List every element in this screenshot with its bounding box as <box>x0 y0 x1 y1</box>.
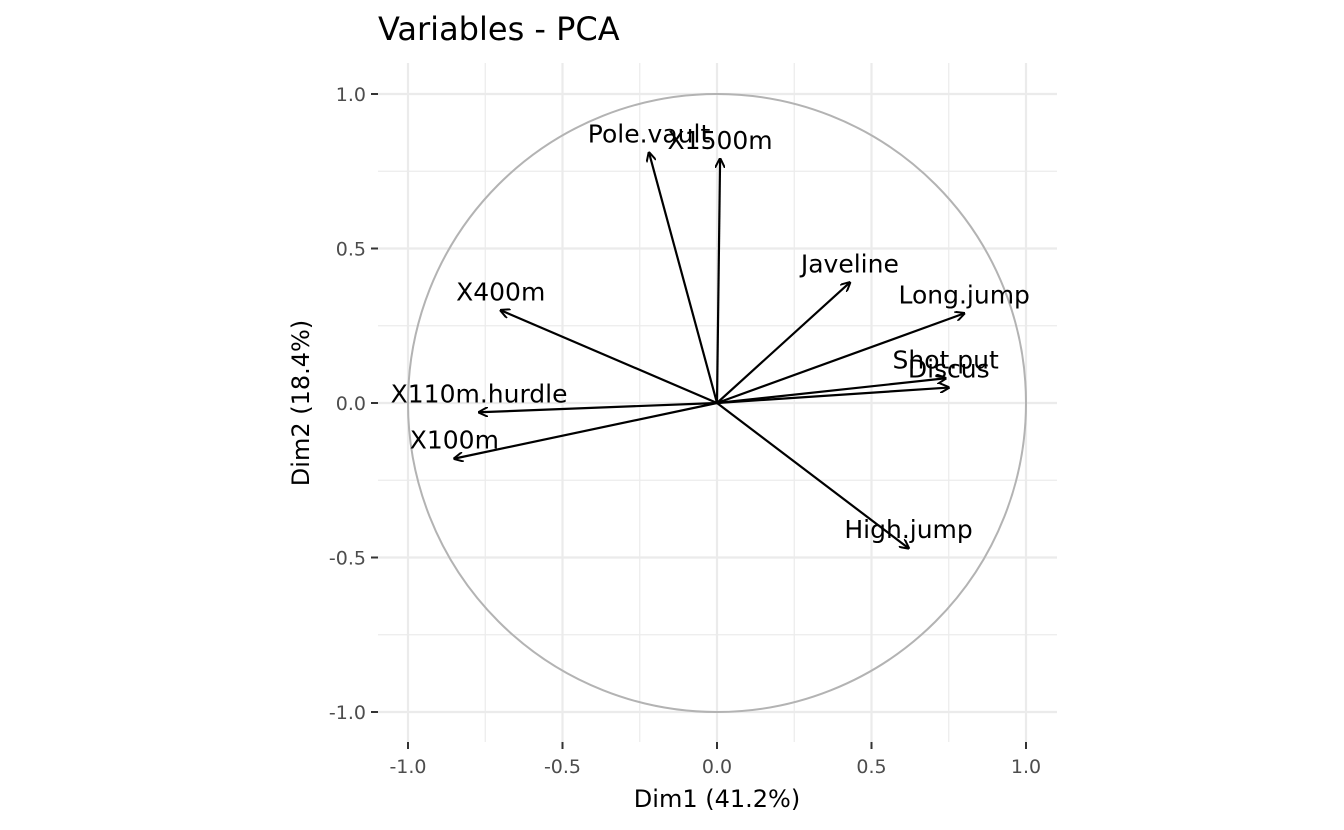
arrow-pole-vault <box>649 153 719 404</box>
label-shot-put: Shot.put <box>893 345 999 374</box>
correlation-circle-group <box>407 93 1027 713</box>
y-tick-label: 1.0 <box>336 84 366 106</box>
y-tick-label: -0.5 <box>329 548 366 570</box>
y-axis-title: Dim2 (18.4%) <box>287 320 315 486</box>
label-x110m-hurdle: X110m.hurdle <box>391 379 568 408</box>
arrow-discus <box>716 388 949 405</box>
label-long-jump: Long.jump <box>898 280 1029 309</box>
arrow-javeline <box>716 282 850 404</box>
arrow-x400m <box>501 310 718 405</box>
variable-labels: X100m Long.jump Shot.put High.jump X400m X110… <box>391 120 1030 545</box>
arrow-long-jump <box>716 313 964 405</box>
x-tick-label: -1.0 <box>389 756 426 778</box>
x-tick-label: -0.5 <box>544 756 581 778</box>
arrow-shot-put <box>716 378 946 405</box>
x-axis-title: Dim1 (41.2%) <box>634 785 800 813</box>
variable-arrows <box>454 153 964 549</box>
x-tick-label: 0.5 <box>856 756 886 778</box>
y-tick-label: 0.5 <box>336 239 366 261</box>
y-tick-label: -1.0 <box>329 702 366 724</box>
x-tick-label: 0.0 <box>702 756 732 778</box>
arrow-x1500m <box>717 159 720 404</box>
x-tick-label: 1.0 <box>1011 756 1041 778</box>
arrow-x110m-hurdle <box>479 401 718 412</box>
chart-title: Variables - PCA <box>378 10 620 48</box>
label-x400m: X400m <box>456 277 545 306</box>
axes: -1.0 -0.5 0.0 0.5 1.0 -1.0 -0.5 0.0 0.5 1.0 <box>329 84 1041 778</box>
label-javeline: Javeline <box>799 249 899 278</box>
arrow-x100m <box>454 401 718 459</box>
arrow-high-jump <box>716 402 909 548</box>
y-tick-label: 0.0 <box>336 393 366 415</box>
label-discus: Discus <box>908 355 990 384</box>
correlation-circle <box>407 93 1027 713</box>
label-x100m: X100m <box>410 426 499 455</box>
label-x1500m: X1500m <box>668 126 773 155</box>
label-high-jump: High.jump <box>844 515 972 544</box>
label-pole-vault: Pole.vault <box>588 120 711 149</box>
